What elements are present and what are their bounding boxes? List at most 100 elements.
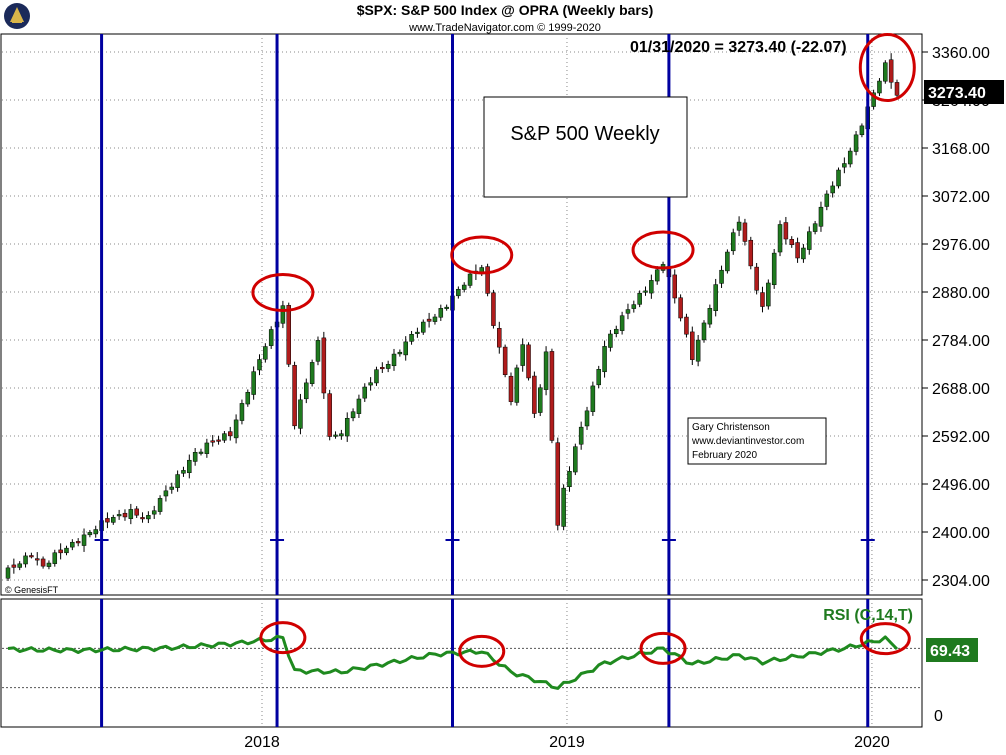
candle-body (5, 567, 11, 579)
candle (824, 190, 830, 211)
price-tick-label: 2496.00 (932, 477, 990, 494)
candle-body (736, 221, 742, 231)
candle (222, 430, 227, 443)
candle (584, 406, 590, 430)
candle-body (263, 346, 268, 360)
highlight-circle (251, 273, 315, 312)
candle (368, 377, 373, 391)
candle (590, 381, 596, 416)
candle (157, 495, 163, 515)
candle (245, 389, 251, 407)
candle-body (549, 351, 555, 441)
candle (362, 383, 368, 402)
candle (163, 485, 169, 502)
candle (520, 338, 525, 372)
candle (777, 220, 783, 257)
candle-body (678, 297, 683, 319)
candle (461, 282, 467, 293)
candle-body (415, 331, 420, 334)
candle (491, 289, 496, 329)
price-panel (0, 33, 923, 596)
candle-body (783, 222, 789, 240)
candle-body (298, 399, 303, 429)
candle (543, 346, 549, 396)
candle (561, 484, 566, 531)
candle (795, 237, 800, 263)
candle (286, 302, 291, 368)
candle-body (760, 292, 765, 307)
candle-body (157, 498, 163, 512)
candle (456, 286, 461, 299)
candle-body (286, 305, 291, 365)
candle-body (777, 224, 783, 253)
candle (239, 399, 245, 425)
candle (415, 327, 420, 338)
candle-body (877, 80, 882, 94)
candle-body (719, 269, 724, 284)
candle-body (11, 564, 17, 568)
candle-body (543, 351, 549, 390)
candle (748, 236, 754, 270)
candle (233, 414, 239, 444)
candle-body (467, 273, 473, 286)
candle (766, 279, 771, 310)
candle-body (824, 193, 830, 207)
candle (432, 313, 438, 325)
candle (75, 538, 81, 547)
cycle-markers (94, 34, 875, 727)
candle (736, 216, 742, 237)
candle (836, 167, 841, 189)
candle (619, 311, 625, 335)
candle-body (163, 490, 169, 497)
rsi-label: RSI (C,14,T) (823, 607, 913, 624)
candle-body (146, 515, 151, 520)
candle-body (181, 470, 186, 474)
candle-body (795, 242, 800, 259)
candle-body (34, 558, 40, 561)
candle-body (40, 558, 46, 567)
candle (23, 552, 28, 568)
candle-body (672, 274, 677, 299)
candle-body (497, 328, 502, 348)
candle (818, 201, 824, 232)
candle-body (520, 344, 525, 366)
candle (116, 509, 122, 520)
credit-line-1: Gary Christenson (692, 422, 770, 433)
candle-body (830, 185, 835, 194)
candle (853, 131, 859, 156)
candle-body (397, 351, 403, 355)
candle (210, 435, 215, 447)
candle (58, 543, 63, 560)
candle (263, 343, 268, 363)
candle-body (368, 382, 373, 386)
candle-body (409, 334, 414, 342)
candle-body (444, 306, 449, 309)
candle (643, 286, 648, 296)
candle-body (280, 305, 286, 324)
price-tick-label: 2592.00 (932, 429, 990, 446)
candle-body (403, 341, 408, 356)
credit-box (687, 417, 827, 465)
candle-body (304, 382, 309, 400)
candle (888, 53, 894, 89)
candle-body (105, 518, 110, 523)
candle (497, 321, 502, 354)
candle (5, 565, 11, 581)
candle-body (309, 362, 315, 384)
candle-body (526, 344, 531, 379)
candle (309, 359, 315, 387)
candle (344, 412, 350, 442)
candle (327, 389, 332, 441)
candle-body (725, 251, 730, 272)
candle-body (187, 459, 192, 473)
candle (707, 304, 713, 328)
candle-body (391, 353, 397, 367)
candle-body (222, 433, 227, 441)
candle (701, 320, 707, 343)
candle (713, 278, 718, 317)
rsi-panel (0, 598, 923, 728)
candle (725, 249, 730, 274)
credit-line-3: February 2020 (692, 450, 757, 461)
last-price-tag (924, 80, 1004, 104)
candle (257, 354, 262, 376)
